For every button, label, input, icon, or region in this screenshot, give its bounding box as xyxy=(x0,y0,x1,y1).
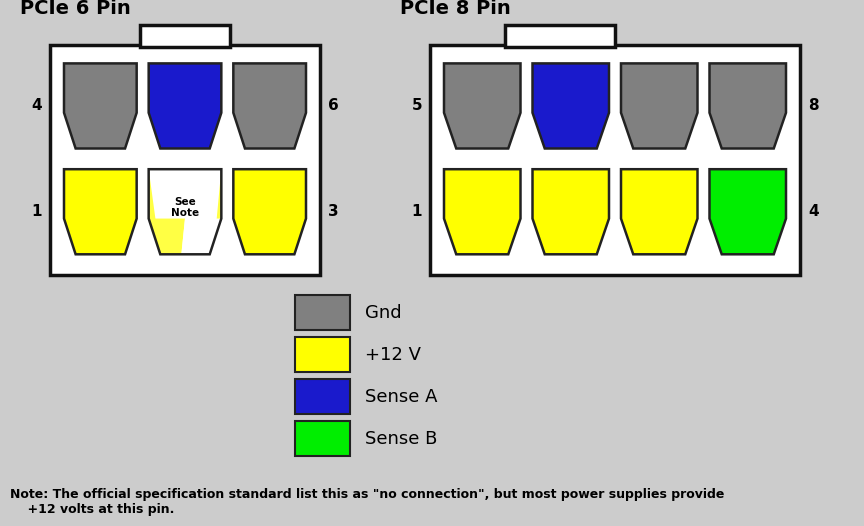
Polygon shape xyxy=(64,113,137,148)
Text: 8: 8 xyxy=(808,98,818,114)
Polygon shape xyxy=(149,113,221,148)
Text: 1: 1 xyxy=(411,204,422,219)
Bar xyxy=(64,169,137,219)
Text: 6: 6 xyxy=(328,98,339,114)
Bar xyxy=(149,64,221,113)
Text: See
Note: See Note xyxy=(171,197,199,218)
Text: 5: 5 xyxy=(411,98,422,114)
Polygon shape xyxy=(709,113,786,148)
Polygon shape xyxy=(233,219,306,254)
Polygon shape xyxy=(149,219,185,254)
Bar xyxy=(621,64,697,113)
Bar xyxy=(295,295,350,330)
Bar xyxy=(140,25,230,47)
Polygon shape xyxy=(621,219,697,254)
Bar xyxy=(50,45,320,275)
Polygon shape xyxy=(709,219,786,254)
Text: Sense A: Sense A xyxy=(365,388,437,406)
Bar xyxy=(64,64,137,113)
Bar xyxy=(233,169,306,219)
Text: PCIe 8 Pin: PCIe 8 Pin xyxy=(400,0,511,18)
Bar xyxy=(709,169,786,219)
Polygon shape xyxy=(532,113,609,148)
Bar xyxy=(233,64,306,113)
Bar xyxy=(709,64,786,113)
Bar xyxy=(430,45,800,275)
Bar xyxy=(295,421,350,456)
Text: Note: The official specification standard list this as "no connection", but most: Note: The official specification standar… xyxy=(10,488,724,516)
Bar xyxy=(295,379,350,414)
Polygon shape xyxy=(444,219,520,254)
Polygon shape xyxy=(621,113,697,148)
Text: Sense B: Sense B xyxy=(365,430,437,448)
Bar xyxy=(505,25,615,47)
Text: 3: 3 xyxy=(328,204,339,219)
Bar xyxy=(621,169,697,219)
Polygon shape xyxy=(149,169,221,219)
Text: 4: 4 xyxy=(808,204,818,219)
Polygon shape xyxy=(532,219,609,254)
Polygon shape xyxy=(181,169,221,254)
Text: 4: 4 xyxy=(31,98,42,114)
Text: 1: 1 xyxy=(31,204,42,219)
Bar xyxy=(532,64,609,113)
Polygon shape xyxy=(444,113,520,148)
Bar xyxy=(532,169,609,219)
Polygon shape xyxy=(149,169,221,254)
Text: PCIe 6 Pin: PCIe 6 Pin xyxy=(20,0,130,18)
Bar xyxy=(444,169,520,219)
Polygon shape xyxy=(233,113,306,148)
Polygon shape xyxy=(181,219,221,254)
Bar xyxy=(444,64,520,113)
Text: Gnd: Gnd xyxy=(365,304,402,321)
Polygon shape xyxy=(64,219,137,254)
Text: +12 V: +12 V xyxy=(365,346,421,363)
Bar xyxy=(295,337,350,372)
